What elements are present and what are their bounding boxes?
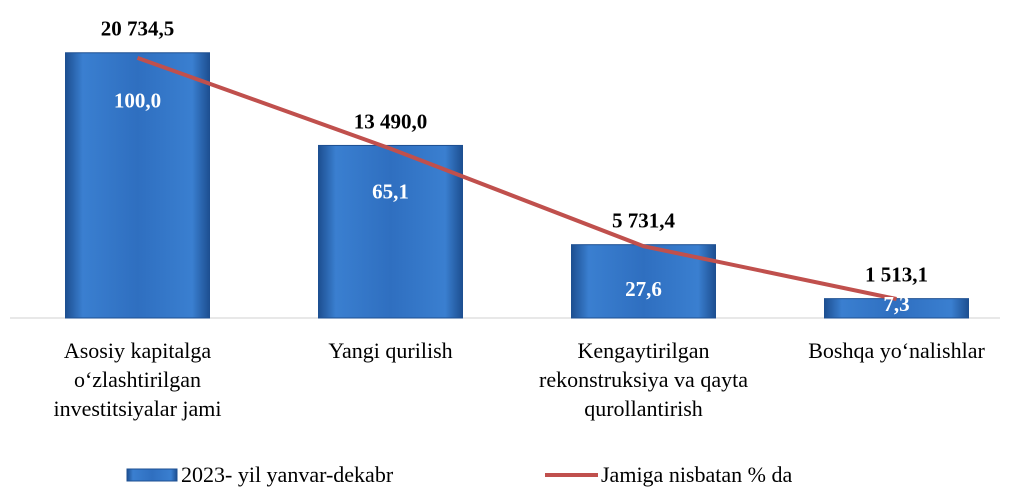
- line: [136, 55, 897, 301]
- legend-label: Jamiga nisbatan % da: [601, 462, 792, 487]
- line-value-label: 7,3: [883, 292, 909, 316]
- x-tick-label: Yangi qurilish: [328, 338, 453, 363]
- bar-value-label: 1 513,1: [865, 262, 928, 286]
- legend-bar-icon: [126, 468, 178, 482]
- line-value-label: 27,6: [625, 277, 662, 301]
- line-value-label: 100,0: [114, 89, 161, 113]
- x-tick-label: Asosiy kapitalga o‘zlashtirilgan investi…: [53, 338, 222, 421]
- x-tick-label: Kengaytirilgan rekonstruksiya va qayta q…: [539, 338, 748, 421]
- bar: [65, 52, 210, 319]
- bar: [318, 144, 463, 319]
- bar-value-label: 5 731,4: [612, 208, 676, 232]
- bar-value-label: 13 490,0: [354, 109, 428, 133]
- bar-value-label: 20 734,5: [101, 17, 175, 41]
- x-tick-label: Boshqa yo‘nalishlar: [808, 338, 985, 363]
- line-value-label: 65,1: [372, 179, 409, 203]
- legend-label: 2023- yil yanvar-dekabr: [181, 462, 394, 487]
